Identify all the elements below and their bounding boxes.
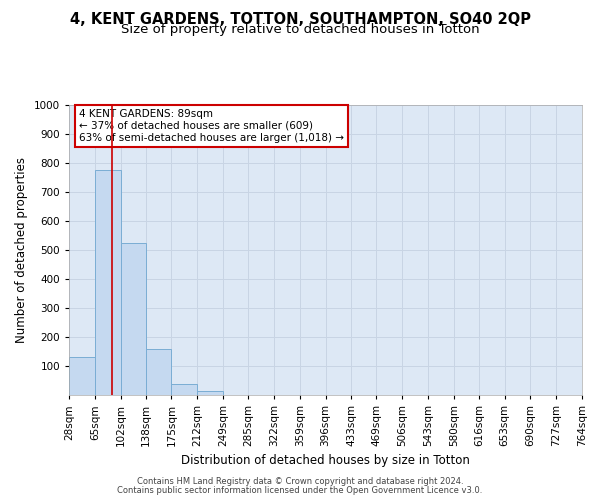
Text: 4, KENT GARDENS, TOTTON, SOUTHAMPTON, SO40 2QP: 4, KENT GARDENS, TOTTON, SOUTHAMPTON, SO… <box>70 12 530 28</box>
Text: Contains HM Land Registry data © Crown copyright and database right 2024.: Contains HM Land Registry data © Crown c… <box>137 477 463 486</box>
Text: Size of property relative to detached houses in Totton: Size of property relative to detached ho… <box>121 22 479 36</box>
Text: 4 KENT GARDENS: 89sqm
← 37% of detached houses are smaller (609)
63% of semi-det: 4 KENT GARDENS: 89sqm ← 37% of detached … <box>79 110 344 142</box>
Bar <box>197 391 223 395</box>
Bar <box>121 243 146 395</box>
Bar <box>95 170 121 395</box>
Bar <box>146 350 172 395</box>
Y-axis label: Number of detached properties: Number of detached properties <box>15 157 28 343</box>
X-axis label: Distribution of detached houses by size in Totton: Distribution of detached houses by size … <box>181 454 470 468</box>
Bar <box>172 384 197 395</box>
Bar <box>69 356 95 395</box>
Text: Contains public sector information licensed under the Open Government Licence v3: Contains public sector information licen… <box>118 486 482 495</box>
